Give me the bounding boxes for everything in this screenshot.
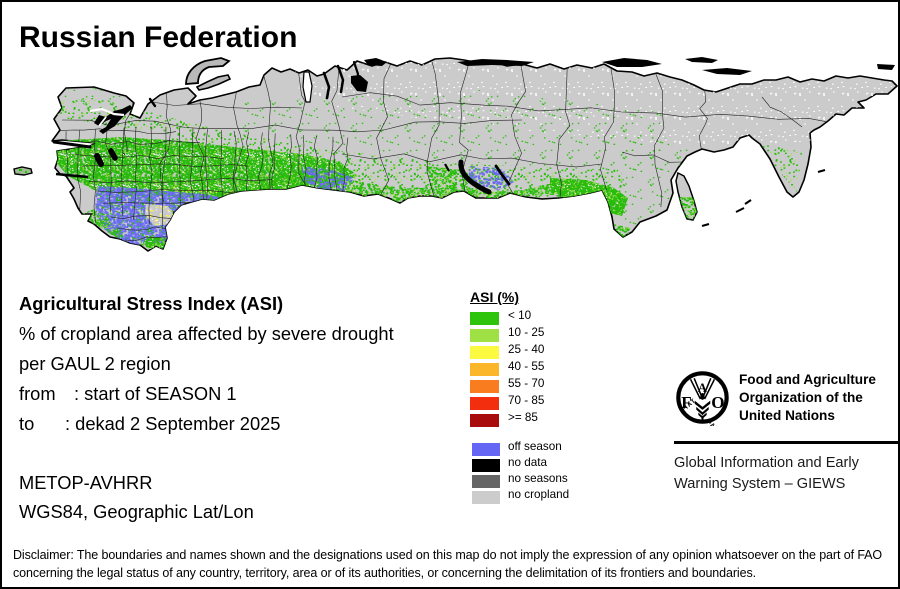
svg-text:F: F xyxy=(681,393,691,412)
svg-text:A: A xyxy=(698,381,707,395)
svg-text:O: O xyxy=(711,393,724,412)
